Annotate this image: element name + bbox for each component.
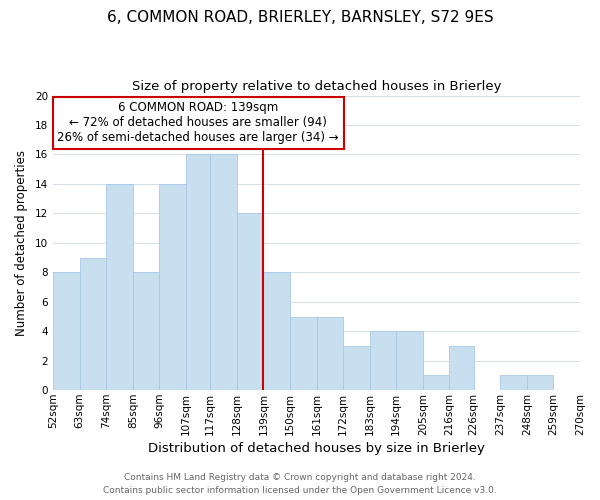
- Bar: [186, 154, 210, 390]
- Bar: [527, 376, 553, 390]
- X-axis label: Distribution of detached houses by size in Brierley: Distribution of detached houses by size …: [148, 442, 485, 455]
- Bar: [423, 376, 449, 390]
- Bar: [317, 316, 343, 390]
- Bar: [133, 272, 160, 390]
- Bar: [343, 346, 370, 390]
- Bar: [500, 376, 527, 390]
- Bar: [370, 331, 396, 390]
- Bar: [80, 258, 106, 390]
- Bar: [237, 214, 263, 390]
- Title: Size of property relative to detached houses in Brierley: Size of property relative to detached ho…: [132, 80, 501, 93]
- Bar: [53, 272, 80, 390]
- Text: 6, COMMON ROAD, BRIERLEY, BARNSLEY, S72 9ES: 6, COMMON ROAD, BRIERLEY, BARNSLEY, S72 …: [107, 10, 493, 25]
- Bar: [449, 346, 473, 390]
- Y-axis label: Number of detached properties: Number of detached properties: [15, 150, 28, 336]
- Bar: [396, 331, 423, 390]
- Text: Contains HM Land Registry data © Crown copyright and database right 2024.
Contai: Contains HM Land Registry data © Crown c…: [103, 474, 497, 495]
- Bar: [160, 184, 186, 390]
- Text: 6 COMMON ROAD: 139sqm
← 72% of detached houses are smaller (94)
26% of semi-deta: 6 COMMON ROAD: 139sqm ← 72% of detached …: [57, 102, 339, 144]
- Bar: [290, 316, 317, 390]
- Bar: [210, 154, 237, 390]
- Bar: [263, 272, 290, 390]
- Bar: [106, 184, 133, 390]
